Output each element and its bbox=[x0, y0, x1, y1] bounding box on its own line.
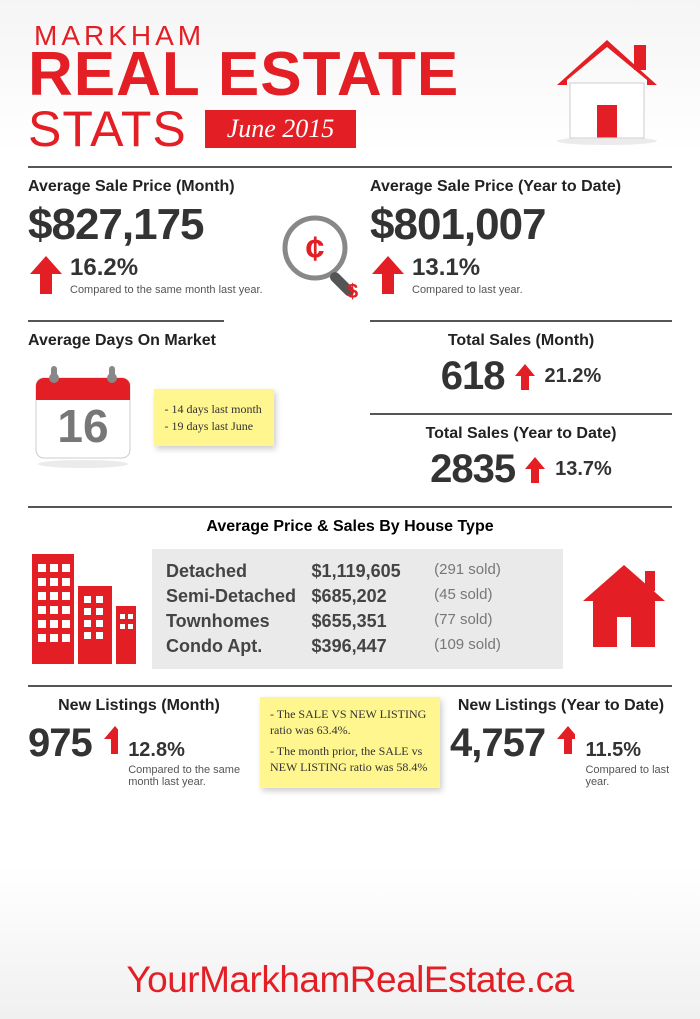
header: MARKHAM REAL ESTATE STATS June 2015 bbox=[28, 20, 672, 158]
avg-ytd-block: Average Sale Price (Year to Date) $801,0… bbox=[350, 178, 672, 296]
by-type-section: Average Price & Sales By House Type bbox=[28, 506, 672, 671]
magnifier-icon: ¢ $ bbox=[275, 210, 375, 315]
dom-note2: - 19 days last June bbox=[164, 418, 264, 435]
type-sold: (291 sold) bbox=[434, 561, 549, 582]
type-sold: (77 sold) bbox=[434, 611, 549, 632]
type-price: $655,351 bbox=[312, 611, 435, 632]
listings-ytd-note: Compared to last year. bbox=[585, 764, 672, 788]
by-type-title: Average Price & Sales By House Type bbox=[28, 518, 672, 536]
type-price: $396,447 bbox=[312, 636, 435, 657]
listings-month-note: Compared to the same month last year. bbox=[128, 764, 250, 788]
dom-label: Average Days On Market bbox=[28, 332, 330, 350]
sales-month-change: 21.2% bbox=[545, 365, 602, 388]
sales-month-value: 618 bbox=[441, 354, 505, 399]
arrow-up-icon bbox=[370, 254, 406, 296]
footer-url: YourMarkhamRealEstate.ca bbox=[0, 959, 700, 1001]
sales-block: Total Sales (Month) 618 21.2% Total Sale… bbox=[350, 314, 672, 492]
listings-ytd-label: New Listings (Year to Date) bbox=[450, 697, 672, 715]
listings-ytd-change: 11.5% bbox=[585, 739, 672, 762]
listings-month-change: 12.8% bbox=[128, 739, 250, 762]
type-name: Condo Apt. bbox=[166, 636, 312, 657]
dom-sales-row: Average Days On Market 16 - 14 days last… bbox=[28, 314, 672, 492]
calendar-icon: 16 bbox=[28, 360, 138, 475]
dom-note1: - 14 days last month bbox=[164, 401, 264, 418]
ratio-line2: - The month prior, the SALE vs NEW LISTI… bbox=[270, 744, 430, 775]
avg-ytd-value: $801,007 bbox=[370, 200, 672, 250]
arrow-up-icon bbox=[523, 455, 547, 485]
sales-ytd-value: 2835 bbox=[430, 447, 515, 492]
buildings-icon bbox=[28, 546, 138, 671]
house-icon bbox=[577, 559, 672, 659]
dom-block: Average Days On Market 16 - 14 days last… bbox=[28, 314, 350, 492]
listings-ytd-value: 4,757 bbox=[450, 721, 545, 766]
arrow-up-icon bbox=[102, 724, 118, 756]
avg-month-label: Average Sale Price (Month) bbox=[28, 178, 330, 196]
divider bbox=[28, 166, 672, 168]
ratio-sticky-note: - The SALE VS NEW LISTING ratio was 63.4… bbox=[260, 697, 440, 788]
type-price: $1,119,605 bbox=[312, 561, 435, 582]
svg-text:¢: ¢ bbox=[306, 230, 325, 268]
svg-text:$: $ bbox=[347, 281, 358, 303]
table-row: Semi-Detached $685,202 (45 sold) bbox=[166, 584, 549, 609]
table-row: Condo Apt. $396,447 (109 sold) bbox=[166, 634, 549, 659]
listings-month-value: 975 bbox=[28, 721, 92, 766]
stats-text: STATS bbox=[28, 100, 187, 158]
type-sold: (109 sold) bbox=[434, 636, 549, 657]
arrow-up-icon bbox=[28, 254, 64, 296]
type-table: Detached $1,119,605 (291 sold) Semi-Deta… bbox=[152, 549, 563, 669]
house-icon bbox=[542, 35, 672, 150]
type-price: $685,202 bbox=[312, 586, 435, 607]
table-row: Townhomes $655,351 (77 sold) bbox=[166, 609, 549, 634]
type-name: Townhomes bbox=[166, 611, 312, 632]
sales-month-label: Total Sales (Month) bbox=[370, 332, 672, 350]
listings-month-block: New Listings (Month) 975 12.8% Compared … bbox=[28, 697, 250, 788]
type-sold: (45 sold) bbox=[434, 586, 549, 607]
date-badge: June 2015 bbox=[205, 110, 357, 148]
avg-month-change: 16.2% bbox=[70, 254, 263, 282]
avg-ytd-note: Compared to last year. bbox=[412, 284, 523, 296]
listings-ytd-block: New Listings (Year to Date) 4,757 11.5% … bbox=[450, 697, 672, 788]
dom-sticky-note: - 14 days last month - 19 days last June bbox=[154, 389, 274, 447]
listings-month-label: New Listings (Month) bbox=[28, 697, 250, 715]
type-name: Detached bbox=[166, 561, 312, 582]
avg-ytd-change: 13.1% bbox=[412, 254, 523, 282]
arrow-up-icon bbox=[513, 362, 537, 392]
avg-month-note: Compared to the same month last year. bbox=[70, 284, 263, 296]
avg-ytd-label: Average Sale Price (Year to Date) bbox=[370, 178, 672, 196]
ratio-line1: - The SALE VS NEW LISTING ratio was 63.4… bbox=[270, 707, 430, 738]
arrow-up-icon bbox=[555, 724, 575, 756]
listings-row: New Listings (Month) 975 12.8% Compared … bbox=[28, 685, 672, 788]
sales-ytd-label: Total Sales (Year to Date) bbox=[370, 425, 672, 443]
table-row: Detached $1,119,605 (291 sold) bbox=[166, 559, 549, 584]
svg-text:16: 16 bbox=[57, 400, 108, 452]
sales-ytd-change: 13.7% bbox=[555, 458, 612, 481]
type-name: Semi-Detached bbox=[166, 586, 312, 607]
